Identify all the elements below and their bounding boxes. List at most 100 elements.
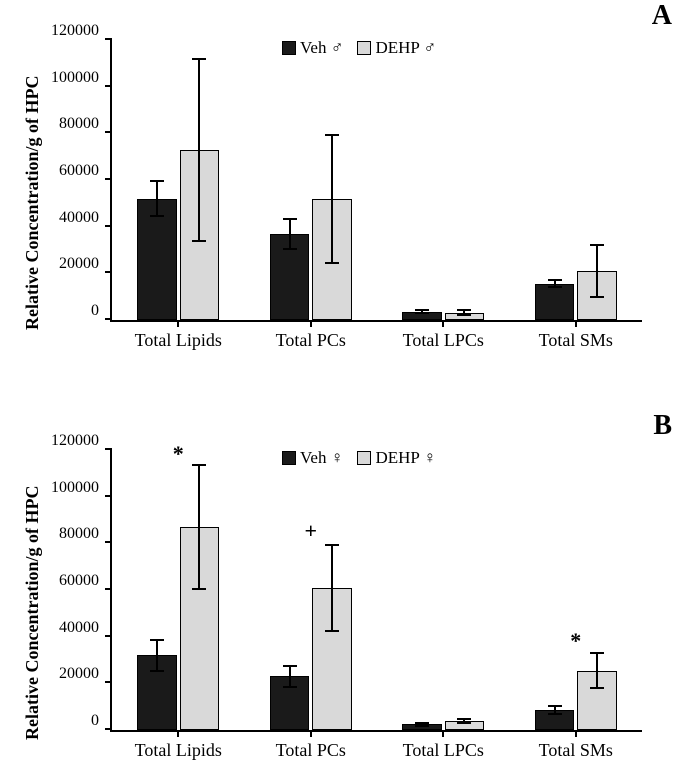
panel-b-label: B <box>653 410 672 442</box>
panel-a-ylabel: Relative Concentration/g of HPC <box>22 76 43 330</box>
ytick-label: 20000 <box>59 255 105 273</box>
ytick-label: 0 <box>91 712 105 730</box>
error-cap <box>283 665 297 667</box>
ytick-mark <box>105 131 112 133</box>
error-bar <box>156 181 158 216</box>
error-cap <box>415 312 429 314</box>
error-cap <box>325 630 339 632</box>
xtick-mark <box>310 320 312 327</box>
panel-b: B Relative Concentration/g of HPC Veh ♀ … <box>0 410 692 780</box>
error-cap <box>283 218 297 220</box>
ytick-label: 100000 <box>51 69 105 87</box>
panel-a-plot: Veh ♂ DEHP ♂ 020000400006000080000100000… <box>110 40 642 322</box>
figure: A Relative Concentration/g of HPC Veh ♂ … <box>0 0 692 782</box>
error-cap <box>192 58 206 60</box>
xtick-mark <box>177 730 179 737</box>
ytick-mark <box>105 495 112 497</box>
ytick-mark <box>105 728 112 730</box>
error-cap <box>283 686 297 688</box>
ytick-label: 20000 <box>59 665 105 683</box>
significance-marker: + <box>304 518 317 544</box>
ytick-label: 120000 <box>51 22 105 40</box>
swatch-veh-icon <box>282 451 296 465</box>
error-cap <box>590 244 604 246</box>
error-cap <box>548 705 562 707</box>
error-cap <box>192 240 206 242</box>
ytick-label: 0 <box>91 302 105 320</box>
legend-veh-label: Veh ♂ <box>300 38 343 58</box>
error-cap <box>325 544 339 546</box>
error-cap <box>415 309 429 311</box>
legend-item-veh: Veh ♂ <box>282 38 343 58</box>
ytick-label: 40000 <box>59 209 105 227</box>
xtick-label: Total LPCs <box>403 740 484 761</box>
error-cap <box>283 248 297 250</box>
ytick-mark <box>105 38 112 40</box>
error-bar <box>596 653 598 688</box>
ytick-label: 80000 <box>59 525 105 543</box>
error-bar <box>596 245 598 296</box>
ytick-label: 80000 <box>59 115 105 133</box>
error-bar <box>198 465 200 589</box>
error-cap <box>457 309 471 311</box>
ytick-mark <box>105 85 112 87</box>
error-cap <box>415 722 429 724</box>
error-cap <box>150 639 164 641</box>
error-cap <box>150 180 164 182</box>
xtick-mark <box>575 730 577 737</box>
panel-a-legend: Veh ♂ DEHP ♂ <box>282 38 436 58</box>
xtick-mark <box>575 320 577 327</box>
panel-a: A Relative Concentration/g of HPC Veh ♂ … <box>0 0 692 370</box>
error-cap <box>457 314 471 316</box>
error-bar <box>331 545 333 631</box>
error-cap <box>590 687 604 689</box>
error-cap <box>590 652 604 654</box>
error-cap <box>325 262 339 264</box>
ytick-label: 120000 <box>51 432 105 450</box>
xtick-mark <box>442 320 444 327</box>
error-bar <box>331 135 333 263</box>
ytick-mark <box>105 588 112 590</box>
error-cap <box>325 134 339 136</box>
xtick-mark <box>310 730 312 737</box>
legend-dehp-label: DEHP ♂ <box>375 38 436 58</box>
swatch-dehp-icon <box>357 451 371 465</box>
error-cap <box>457 718 471 720</box>
error-cap <box>548 286 562 288</box>
ytick-mark <box>105 681 112 683</box>
ytick-label: 100000 <box>51 479 105 497</box>
error-cap <box>548 279 562 281</box>
ytick-label: 40000 <box>59 619 105 637</box>
xtick-label: Total PCs <box>276 330 346 351</box>
panel-b-legend: Veh ♀ DEHP ♀ <box>282 448 436 468</box>
panel-b-plot: Veh ♀ DEHP ♀ 020000400006000080000100000… <box>110 450 642 732</box>
ytick-label: 60000 <box>59 162 105 180</box>
panel-b-ylabel: Relative Concentration/g of HPC <box>22 486 43 740</box>
error-cap <box>150 670 164 672</box>
error-bar <box>289 219 291 249</box>
legend-item-dehp: DEHP ♀ <box>357 448 436 468</box>
xtick-mark <box>442 730 444 737</box>
xtick-mark <box>177 320 179 327</box>
significance-marker: * <box>173 441 184 467</box>
ytick-mark <box>105 541 112 543</box>
ytick-mark <box>105 225 112 227</box>
error-bar <box>156 640 158 670</box>
error-cap <box>457 722 471 724</box>
ytick-mark <box>105 178 112 180</box>
error-cap <box>192 464 206 466</box>
error-cap <box>590 296 604 298</box>
error-cap <box>150 215 164 217</box>
ytick-mark <box>105 448 112 450</box>
xtick-label: Total SMs <box>539 330 613 351</box>
legend-item-dehp: DEHP ♂ <box>357 38 436 58</box>
xtick-label: Total PCs <box>276 740 346 761</box>
error-bar <box>198 59 200 241</box>
ytick-mark <box>105 318 112 320</box>
legend-veh-label: Veh ♀ <box>300 448 343 468</box>
veh-bar <box>535 284 575 320</box>
panel-a-label: A <box>652 0 672 32</box>
legend-item-veh: Veh ♀ <box>282 448 343 468</box>
ytick-mark <box>105 635 112 637</box>
significance-marker: * <box>570 628 581 654</box>
